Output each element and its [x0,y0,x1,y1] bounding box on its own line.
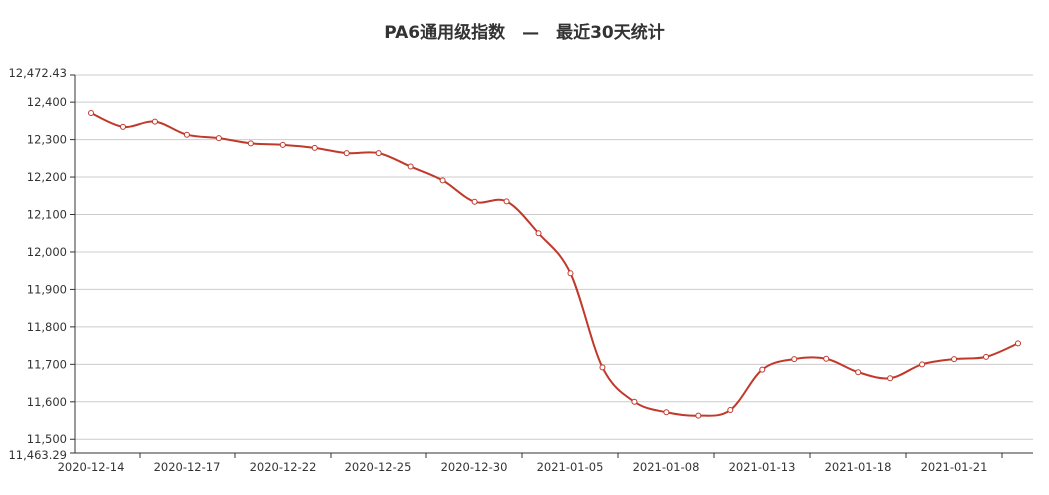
data-point [247,140,254,147]
data-point [471,198,478,205]
data-point [823,355,830,362]
y-tick-label: 11,800 [27,320,67,334]
y-tick-label: 12,300 [27,133,67,147]
data-point [279,141,286,148]
data-point [727,407,734,414]
y-tick-label: 12,472.43 [8,66,67,80]
y-tick-label: 11,500 [27,432,67,446]
y-tick-label: 12,200 [27,170,67,184]
x-tick-label: 2020-12-17 [154,460,221,474]
series-line [90,112,1019,417]
data-point [567,270,574,277]
x-tick-labels: 2020-12-14 2020-12-17 2020-12-22 2020-12-25… [58,460,988,474]
data-point [951,356,958,363]
data-point [855,369,862,376]
data-point [88,109,94,116]
data-point [599,364,606,371]
data-point [119,123,126,130]
data-point [407,163,414,170]
data-point [887,375,894,382]
data-point [663,409,670,416]
x-tick-label: 2021-01-21 [921,460,988,474]
y-tick-labels: 11,463.29 11,500 11,600 11,700 11,800 11,900 1… [8,66,67,462]
x-tick-label: 2021-01-08 [633,460,700,474]
data-point [759,366,766,373]
x-tick-label: 2021-01-05 [537,460,604,474]
data-point [791,356,798,363]
chart-title: PA6通用级指数 — 最近30天统计 [384,23,665,43]
y-tick-label: 12,000 [27,245,67,259]
data-point [311,144,318,151]
x-tick-label: 2020-12-22 [250,460,317,474]
x-tick-label: 2021-01-13 [729,460,796,474]
data-point [695,412,702,419]
series [90,112,1019,417]
data-point [183,131,190,138]
data-point [919,361,926,368]
y-tick-label: 11,900 [27,282,67,296]
data-point [631,398,638,405]
x-tick-label: 2020-12-30 [441,460,508,474]
data-point [215,135,222,142]
x-tick-label: 2021-01-18 [825,460,892,474]
data-point [503,198,510,205]
x-tick-label: 2020-12-25 [345,460,412,474]
data-point [375,150,382,157]
data-point [983,353,990,360]
data-point [1015,340,1021,347]
y-tick-label: 12,400 [27,95,67,109]
data-point [535,230,542,237]
y-tick-label: 11,700 [27,357,67,371]
data-points [88,109,1021,419]
y-tick-label: 12,100 [27,208,67,222]
axes [70,74,1033,458]
y-tick-label: 11,463.29 [8,448,67,462]
data-point [439,177,446,184]
x-tick-label: 2020-12-14 [58,460,125,474]
data-point [343,150,350,157]
grid-lines [75,74,1033,440]
y-tick-label: 11,600 [27,395,67,409]
data-point [151,118,158,125]
